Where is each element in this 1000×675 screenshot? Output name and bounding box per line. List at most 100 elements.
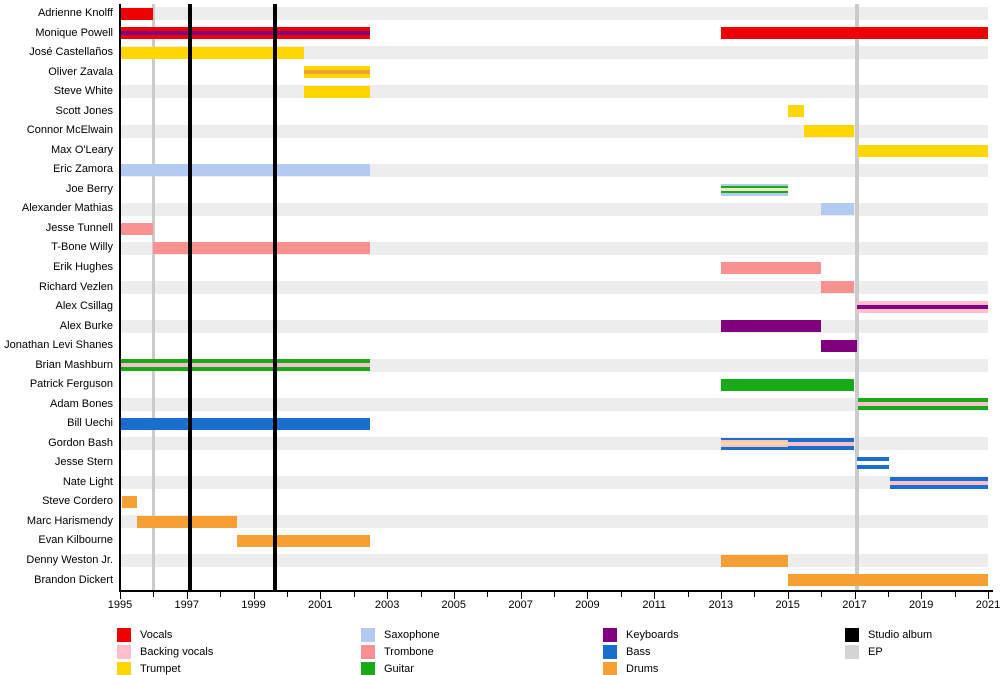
timeline-bar — [787, 437, 855, 450]
legend-label-album: Studio album — [868, 629, 933, 641]
member-label: Alexander Mathias — [21, 202, 113, 215]
row-stripe — [120, 280, 988, 294]
timeline-bar — [720, 27, 988, 40]
bar-layer-trumpet — [787, 105, 805, 118]
axis-tick — [453, 592, 455, 599]
legend-label-trumpet: Trumpet — [140, 663, 181, 675]
row-stripe — [120, 46, 988, 60]
axis-tick — [720, 592, 722, 599]
timeline-bar — [120, 7, 154, 20]
axis-tick — [887, 592, 889, 597]
timeline-bar — [153, 242, 371, 255]
timeline-bar — [303, 85, 371, 98]
timeline-bar — [857, 144, 988, 157]
timeline-bar — [857, 457, 890, 469]
row-stripe — [120, 515, 988, 529]
axis-tick-label: 2021 — [975, 599, 1000, 611]
legend-swatch-saxophone — [361, 628, 375, 642]
legend-label-bass: Bass — [626, 646, 651, 658]
timeline-bar — [120, 222, 154, 235]
bar-layer-drums — [787, 574, 988, 587]
legend-label-backing_vocals: Backing vocals — [140, 646, 214, 658]
member-label: Patrick Ferguson — [29, 378, 113, 391]
member-label: Monique Powell — [35, 26, 113, 39]
row-stripe — [120, 397, 988, 411]
bar-layer-backing_vocals — [857, 402, 988, 407]
axis-tick-label: 2009 — [575, 599, 600, 611]
axis-tick — [186, 592, 188, 599]
bar-layer-trombone — [821, 281, 855, 294]
bar-layer-saxophone — [821, 203, 855, 216]
timeline-bar — [720, 437, 788, 450]
legend-label-saxophone: Saxophone — [384, 629, 440, 641]
timeline-bar — [303, 66, 371, 79]
timeline-bar — [120, 27, 371, 40]
member-label: Oliver Zavala — [48, 65, 113, 78]
member-label: Joe Berry — [65, 182, 113, 195]
axis-tick-label: 2013 — [708, 599, 734, 611]
member-label: Richard Vezlen — [39, 280, 113, 293]
timeline-bar — [821, 339, 858, 352]
bar-layer-drums — [121, 496, 137, 509]
axis-tick — [787, 592, 789, 599]
member-label: Denny Weston Jr. — [26, 553, 113, 566]
member-label: Erik Hughes — [53, 260, 113, 273]
legend-swatch-bass — [603, 645, 617, 659]
timeline-bar — [136, 515, 237, 528]
timeline-bar — [120, 359, 371, 372]
legend-swatch-vocals — [117, 628, 131, 642]
axis-tick — [353, 592, 355, 597]
member-label: Brandon Dickert — [34, 573, 113, 586]
axis-tick-label: 2019 — [908, 599, 934, 611]
row-stripe — [120, 476, 988, 490]
member-label: Max O'Leary — [50, 143, 113, 156]
timeline-bar — [857, 300, 988, 313]
bar-layer-guitar — [720, 378, 855, 391]
axis-tick — [687, 592, 689, 597]
timeline-bar — [120, 418, 371, 430]
axis-tick — [620, 592, 622, 597]
timeline-bar — [121, 496, 137, 509]
axis-tick — [988, 592, 989, 599]
axis-tick — [587, 592, 589, 599]
axis-tick-label: 2011 — [642, 599, 667, 611]
bar-layer-cream — [720, 188, 788, 192]
timeline-bar — [821, 203, 855, 216]
bar-layer-trumpet — [120, 46, 304, 59]
member-label: Adrienne Knolff — [37, 7, 113, 19]
legend-swatch-trumpet — [117, 662, 131, 675]
axis-tick — [320, 592, 322, 599]
ep-release-line — [855, 4, 859, 590]
axis-tick — [253, 592, 255, 599]
bar-layer-trombone — [153, 242, 371, 255]
axis-tick-label: 2005 — [441, 599, 467, 611]
bar-layer-trombone — [120, 222, 154, 235]
bar-layer-backing_vocals — [120, 363, 371, 368]
member-label: Scott Jones — [55, 104, 113, 117]
bar-layer-backing_vocals — [787, 441, 855, 446]
timeline-bar — [857, 398, 988, 411]
timeline-bar — [720, 183, 788, 196]
timeline-bar — [720, 378, 855, 391]
bar-layer-trumpet — [857, 144, 988, 157]
member-label: Steve White — [53, 85, 113, 98]
axis-tick — [554, 592, 555, 597]
legend: Vocals Backing vocals Trumpet Saxophone Trom… — [0, 620, 1000, 675]
timeline-bar — [804, 125, 855, 137]
axis-tick — [387, 592, 389, 599]
axis-tick-label: 2001 — [308, 599, 333, 611]
axis-tick-label: 1995 — [107, 599, 133, 611]
legend-label-guitar: Guitar — [384, 663, 414, 675]
legend-swatch-backing_vocals — [117, 645, 131, 659]
axis-tick — [954, 592, 956, 597]
bar-layer-keyboards — [720, 320, 822, 333]
timeline-bar — [236, 535, 371, 548]
axis-tick-label: 2007 — [508, 599, 533, 611]
timeline-bar — [787, 574, 988, 587]
bar-layer-white — [857, 461, 890, 465]
member-label: Brian Mashburn — [35, 358, 113, 371]
row-stripe — [120, 202, 988, 216]
studio-album-line — [188, 4, 193, 590]
member-label: Alex Burke — [59, 319, 113, 332]
bar-layer-keyboards — [120, 31, 371, 36]
